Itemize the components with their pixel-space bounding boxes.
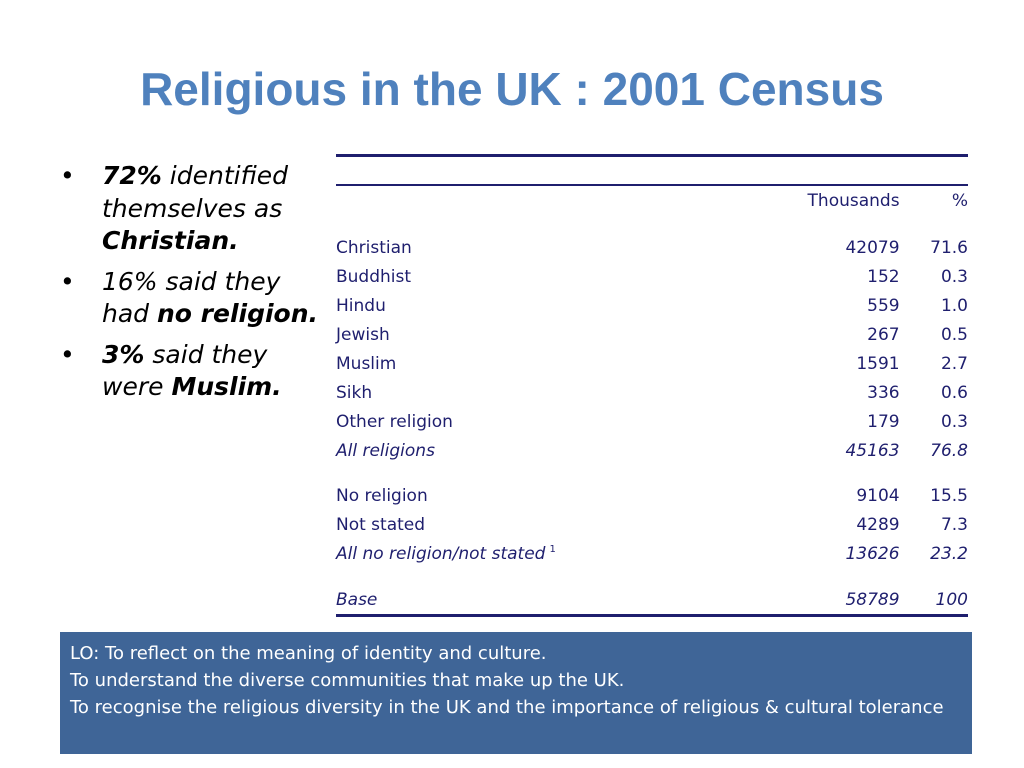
row-thousands: 58789 [845, 589, 900, 610]
row-percent: 7.3 [940, 514, 968, 535]
row-label: Muslim [336, 353, 397, 374]
table-row: Not stated 4289 7.3 [336, 510, 968, 539]
row-thousands: 152 [867, 266, 900, 287]
row-percent: 23.2 [930, 543, 968, 564]
bullet-dot: • [60, 339, 75, 369]
table-row: Muslim 1591 2.7 [336, 349, 968, 378]
row-thousands: 45163 [845, 440, 900, 461]
row-label: All no religion/not stated [336, 543, 546, 564]
religion-table: Thousands % Christian 42079 71.6 Buddhist 1… [336, 186, 968, 614]
table-bottom-rule [336, 614, 968, 617]
table-row: Other religion 179 0.3 [336, 407, 968, 436]
row-percent: 0.6 [940, 382, 968, 403]
row-percent: 100 [935, 589, 968, 610]
row-percent: 0.3 [940, 266, 968, 287]
bullet-dot: • [60, 266, 75, 296]
row-percent: 76.8 [930, 440, 968, 461]
row-label: All religions [336, 440, 435, 461]
bullet-text: said they were [102, 339, 268, 402]
bullet-stat: 3% [102, 339, 145, 369]
table-row-base: Base 58789 100 [336, 585, 968, 614]
table-row: Buddhist 152 0.3 [336, 262, 968, 291]
bullet-emphasis: no religion. [156, 299, 319, 328]
table-header-row: Thousands % [336, 186, 968, 216]
bullet-list: • 72% identified themselves as Christian… [60, 160, 320, 412]
row-thousands: 42079 [845, 237, 900, 258]
bullet-dot: • [60, 161, 75, 190]
table-row-subtotal: All no religion/not stated 1 13626 23.2 [336, 539, 968, 568]
row-percent: 2.7 [940, 353, 968, 374]
learning-objectives-box: LO: To reflect on the meaning of identit… [60, 632, 972, 754]
bullet-emphasis: Muslim. [171, 372, 282, 401]
bullet-emphasis: Christian. [102, 226, 239, 255]
row-percent: 15.5 [930, 485, 968, 506]
row-label: Buddhist [336, 266, 412, 287]
row-label: Other religion [336, 411, 453, 432]
row-percent: 1.0 [940, 295, 968, 316]
row-thousands: 1591 [856, 353, 900, 374]
header-percent: % [951, 191, 968, 211]
row-thousands: 336 [867, 382, 900, 403]
lo-line: LO: To reflect on the meaning of identit… [70, 643, 547, 664]
row-footnote: 1 [549, 543, 556, 555]
bullet-text: identified themselves as [102, 161, 288, 223]
lo-line: To recognise the religious diversity in … [70, 697, 944, 718]
table-row: Hindu 559 1.0 [336, 291, 968, 320]
census-table: Thousands % Christian 42079 71.6 Buddhist 1… [336, 154, 968, 617]
bullet-item-no-religion: • 16% said they had no religion. [60, 266, 320, 331]
lo-line: To understand the diverse communities th… [70, 670, 625, 691]
row-thousands: 179 [867, 411, 900, 432]
row-percent: 0.3 [940, 411, 968, 432]
row-thousands: 9104 [856, 485, 900, 506]
row-label: No religion [336, 485, 428, 506]
row-percent: 0.5 [940, 324, 968, 345]
table-row-subtotal: All religions 45163 76.8 [336, 436, 968, 465]
table-row: Sikh 336 0.6 [336, 378, 968, 407]
header-thousands: Thousands [807, 191, 900, 211]
row-label: Not stated [336, 514, 426, 535]
table-row: Jewish 267 0.5 [336, 320, 968, 349]
bullet-item-christian: • 72% identified themselves as Christian… [60, 160, 320, 258]
row-thousands: 4289 [856, 514, 900, 535]
row-label: Christian [336, 237, 412, 258]
bullet-text: 16% said they had [102, 266, 281, 329]
bullet-stat: 72% [102, 161, 162, 190]
table-row: Christian 42079 71.6 [336, 233, 968, 262]
table-header-rule [336, 184, 968, 186]
table-top-rule [336, 154, 968, 157]
row-percent: 71.6 [930, 237, 968, 258]
row-label: Jewish [336, 324, 390, 345]
header-label [336, 186, 733, 216]
row-thousands: 13626 [845, 543, 900, 564]
bullet-item-muslim: • 3% said they were Muslim. [60, 339, 320, 404]
row-label: Hindu [336, 295, 386, 316]
row-label: Sikh [336, 382, 373, 403]
row-label: Base [336, 589, 378, 610]
row-thousands: 559 [867, 295, 900, 316]
slide-title: Religious in the UK : 2001 Census [140, 63, 884, 115]
row-thousands: 267 [867, 324, 900, 345]
table-row: No religion 9104 15.5 [336, 481, 968, 510]
